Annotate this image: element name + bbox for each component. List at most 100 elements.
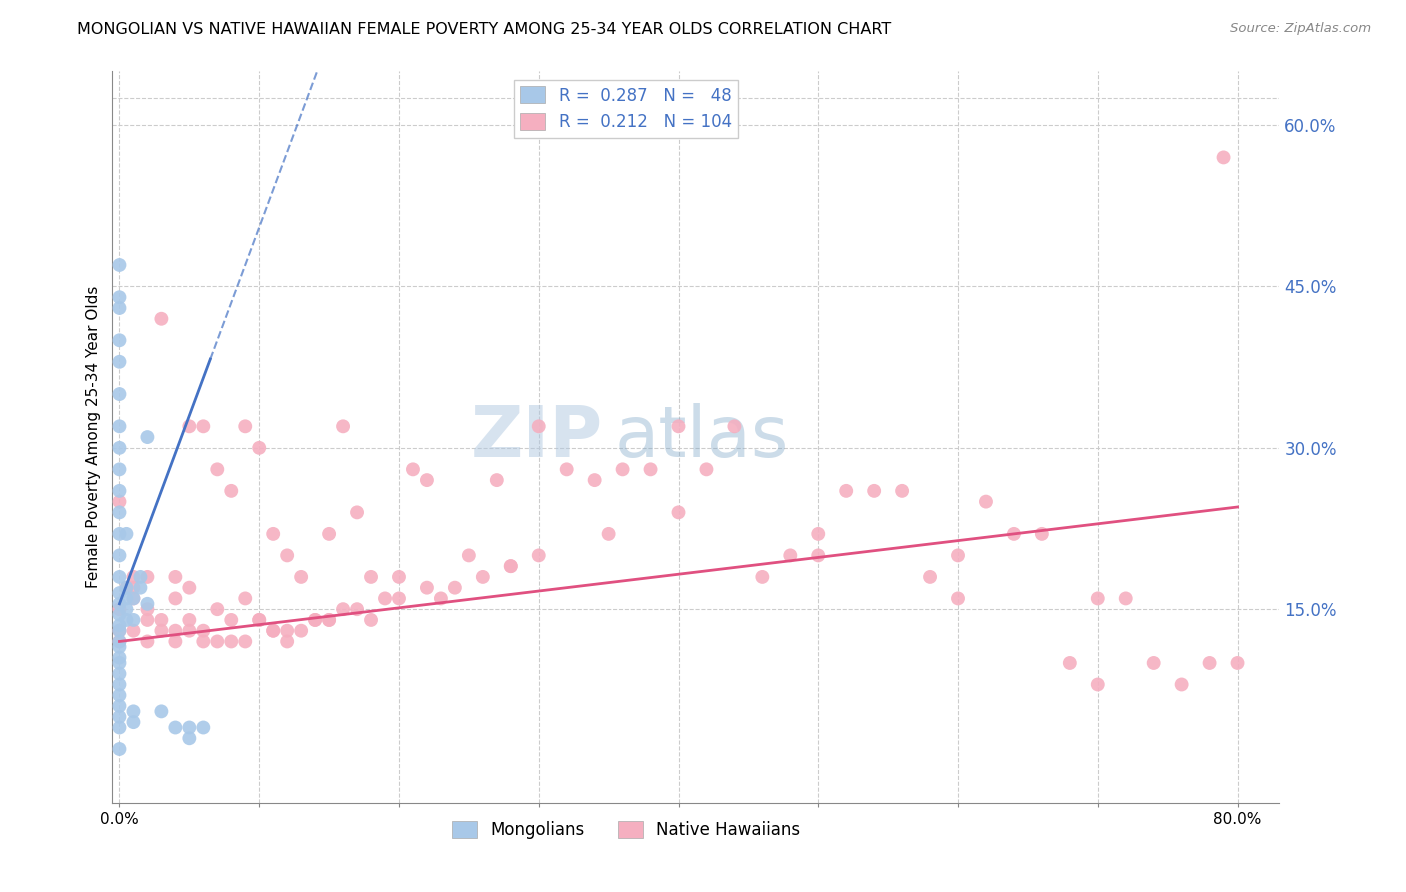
Point [402,462,425,476]
Point [668,505,690,519]
Point [108,607,131,622]
Point [193,634,215,648]
Point [108,624,131,638]
Point [247,441,270,455]
Point [179,419,201,434]
Point [1212,150,1234,164]
Point [122,624,145,638]
Point [136,597,159,611]
Point [122,581,145,595]
Point [346,602,368,616]
Point [179,613,201,627]
Point [219,483,242,498]
Point [150,613,173,627]
Point [891,483,914,498]
Text: ZIP: ZIP [471,402,603,472]
Point [108,677,131,691]
Point [108,355,131,369]
Point [115,581,138,595]
Point [108,618,131,632]
Point [807,527,830,541]
Point [136,430,159,444]
Point [276,634,298,648]
Point [193,721,215,735]
Point [583,473,606,487]
Point [457,549,479,563]
Text: Source: ZipAtlas.com: Source: ZipAtlas.com [1230,22,1371,36]
Point [207,634,229,648]
Point [247,613,270,627]
Point [122,591,145,606]
Point [388,591,411,606]
Point [499,559,522,574]
Point [108,462,131,476]
Point [108,666,131,681]
Point [122,613,145,627]
Point [108,602,131,616]
Point [150,705,173,719]
Point [108,721,131,735]
Point [136,602,159,616]
Point [108,597,131,611]
Y-axis label: Female Poverty Among 25-34 Year Olds: Female Poverty Among 25-34 Year Olds [86,286,101,588]
Point [219,613,242,627]
Point [108,527,131,541]
Point [499,559,522,574]
Point [247,613,270,627]
Point [108,549,131,563]
Point [108,698,131,713]
Point [555,462,578,476]
Point [276,549,298,563]
Point [835,483,858,498]
Point [444,581,467,595]
Point [1087,591,1109,606]
Point [165,721,187,735]
Point [136,570,159,584]
Point [115,591,138,606]
Point [668,419,690,434]
Point [304,613,326,627]
Point [360,570,382,584]
Text: atlas: atlas [614,402,789,472]
Point [918,570,941,584]
Point [108,688,131,702]
Point [108,494,131,508]
Point [360,613,382,627]
Point [108,634,131,648]
Point [262,527,284,541]
Point [1059,656,1081,670]
Point [416,581,439,595]
Point [346,505,368,519]
Point [122,570,145,584]
Point [165,634,187,648]
Point [527,419,550,434]
Point [1170,677,1192,691]
Point [108,290,131,304]
Point [723,419,745,434]
Point [751,570,773,584]
Point [136,613,159,627]
Point [108,640,131,654]
Point [207,462,229,476]
Point [165,591,187,606]
Point [233,634,256,648]
Text: MONGOLIAN VS NATIVE HAWAIIAN FEMALE POVERTY AMONG 25-34 YEAR OLDS CORRELATION CH: MONGOLIAN VS NATIVE HAWAIIAN FEMALE POVE… [77,22,891,37]
Point [108,742,131,756]
Point [946,591,969,606]
Point [374,591,396,606]
Point [108,710,131,724]
Point [974,494,997,508]
Point [122,715,145,730]
Point [1002,527,1025,541]
Point [1226,656,1249,670]
Point [115,602,138,616]
Point [276,624,298,638]
Point [262,624,284,638]
Point [640,462,662,476]
Point [416,473,439,487]
Point [108,419,131,434]
Point [165,570,187,584]
Point [807,549,830,563]
Point [318,613,340,627]
Point [108,586,131,600]
